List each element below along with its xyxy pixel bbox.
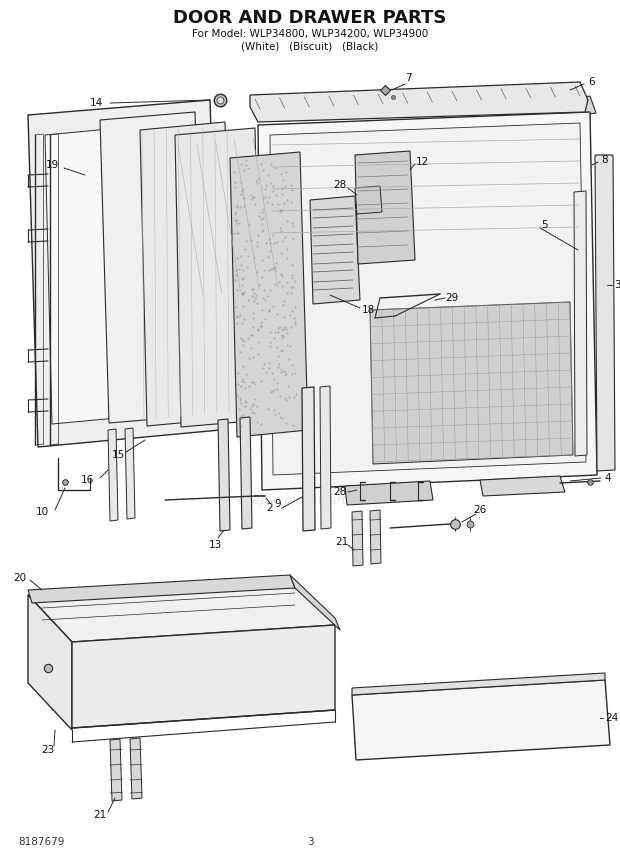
Text: 8: 8 (601, 155, 608, 165)
Text: eReplacementParts.com: eReplacementParts.com (238, 494, 382, 507)
Text: 12: 12 (415, 157, 428, 167)
Polygon shape (574, 191, 587, 456)
Text: 8187679: 8187679 (18, 837, 64, 847)
Polygon shape (595, 155, 615, 471)
Polygon shape (352, 673, 605, 695)
Text: 24: 24 (605, 713, 619, 723)
Polygon shape (100, 112, 204, 423)
Polygon shape (370, 510, 381, 564)
Text: 16: 16 (81, 475, 94, 485)
Polygon shape (250, 82, 588, 122)
Text: DOOR AND DRAWER PARTS: DOOR AND DRAWER PARTS (174, 9, 446, 27)
Polygon shape (565, 96, 596, 117)
Polygon shape (218, 419, 230, 531)
Polygon shape (270, 123, 586, 475)
Text: 10: 10 (35, 507, 48, 517)
Text: 3: 3 (307, 837, 313, 847)
Polygon shape (352, 511, 363, 566)
Polygon shape (140, 122, 233, 426)
Polygon shape (28, 575, 295, 603)
Polygon shape (320, 386, 331, 529)
Polygon shape (480, 476, 565, 496)
Polygon shape (28, 100, 220, 447)
Polygon shape (110, 739, 122, 801)
Polygon shape (290, 575, 340, 630)
Polygon shape (355, 151, 415, 264)
Polygon shape (355, 186, 382, 214)
Text: 29: 29 (445, 293, 459, 303)
Polygon shape (345, 481, 433, 505)
Text: 2: 2 (267, 503, 273, 513)
Polygon shape (230, 152, 308, 437)
Text: (White)   (Biscuit)   (Black): (White) (Biscuit) (Black) (241, 41, 379, 51)
Text: 4: 4 (604, 473, 611, 483)
Text: 26: 26 (474, 505, 487, 515)
Polygon shape (28, 580, 335, 642)
Text: 21: 21 (335, 537, 348, 547)
Text: 6: 6 (588, 77, 595, 87)
Polygon shape (72, 625, 335, 728)
Polygon shape (175, 128, 262, 427)
Text: 19: 19 (45, 160, 59, 170)
Text: 23: 23 (42, 745, 55, 755)
Polygon shape (240, 417, 252, 529)
Text: 18: 18 (361, 305, 374, 315)
Text: 13: 13 (208, 540, 221, 550)
Text: 14: 14 (89, 98, 103, 108)
Text: 28: 28 (334, 487, 347, 497)
Polygon shape (130, 738, 142, 799)
Polygon shape (45, 121, 203, 424)
Text: 15: 15 (112, 450, 125, 460)
Polygon shape (352, 680, 610, 760)
Text: 9: 9 (275, 499, 281, 509)
Text: 21: 21 (94, 810, 107, 820)
Text: 3: 3 (614, 280, 620, 290)
Text: 7: 7 (405, 73, 411, 83)
Polygon shape (302, 387, 315, 531)
Text: For Model: WLP34800, WLP34200, WLP34900: For Model: WLP34800, WLP34200, WLP34900 (192, 29, 428, 39)
Text: 28: 28 (334, 180, 347, 190)
Polygon shape (108, 429, 118, 521)
Polygon shape (258, 112, 597, 490)
Polygon shape (310, 196, 360, 304)
Polygon shape (370, 302, 573, 464)
Text: 20: 20 (14, 573, 27, 583)
Polygon shape (125, 428, 135, 519)
Polygon shape (28, 595, 72, 730)
Text: 5: 5 (542, 220, 548, 230)
